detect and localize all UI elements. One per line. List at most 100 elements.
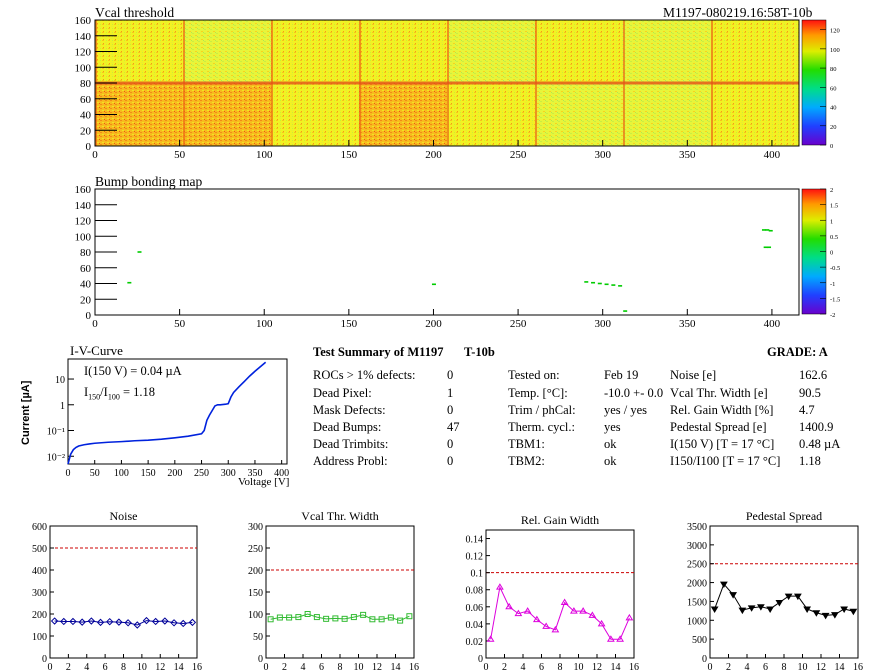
- small-data-point: [360, 611, 367, 618]
- small-x-tick-label: 6: [539, 662, 544, 672]
- iv-y-tick-label: 10⁻²: [47, 452, 65, 463]
- small-y-tick-label: 400: [32, 566, 47, 577]
- small-y-tick-label: 50: [253, 632, 263, 643]
- small-data-point: [821, 612, 830, 620]
- small-data-point: [332, 615, 339, 622]
- vcal-y-tick-label: 160: [75, 15, 92, 27]
- vcal-roc-cell: [447, 20, 535, 83]
- bump-palette-label: -1: [830, 281, 835, 288]
- iv-ylabel: Current [µA]: [20, 380, 32, 445]
- vcal-palette: [801, 19, 827, 146]
- small-data-point: [304, 611, 311, 617]
- vcal-roc-cell: [447, 83, 535, 146]
- small-x-tick-label: 4: [521, 662, 526, 672]
- bump-y-tick-label: 120: [75, 216, 92, 228]
- small-y-tick-label: 2500: [687, 560, 707, 571]
- vcal-y-tick-label: 100: [75, 62, 92, 74]
- small-x-tick-label: 14: [611, 662, 621, 672]
- vcal-threshold-map: 0 50 100 150 200 250 300 350 4000204060801001201…: [75, 15, 840, 161]
- small-y-tick-label: 500: [692, 635, 707, 646]
- bump-dead-point: [768, 229, 773, 232]
- summary-label: TBM2:: [508, 454, 545, 468]
- summary-value: yes / yes: [604, 403, 648, 417]
- vcal-palette-label: 60: [830, 85, 837, 92]
- summary-label: Mask Defects:: [313, 403, 386, 417]
- iv-x-tick-label: 0: [66, 468, 71, 479]
- small-plot-frame: [265, 525, 415, 659]
- vcal-x-tick-label: 50: [174, 149, 186, 161]
- small-data-point: [124, 619, 132, 627]
- vcal-x-tick-label: 150: [341, 149, 358, 161]
- small-data-point: [295, 614, 302, 621]
- summary-value: yes: [604, 420, 621, 434]
- small-data-point: [588, 611, 597, 618]
- summary-value: 0.48 µA: [799, 437, 841, 451]
- bump-palette-label: 0.5: [830, 234, 838, 241]
- vcal-roc-cell: [359, 83, 447, 146]
- small-x-tick-label: 8: [782, 662, 787, 672]
- summary-value: 1400.9: [799, 420, 834, 434]
- small-y-tick-label: 500: [32, 544, 47, 555]
- small-x-tick-label: 16: [192, 662, 202, 672]
- small-y-tick-label: 250: [248, 544, 263, 555]
- small-data-point: [170, 619, 178, 627]
- small-data-point: [532, 615, 541, 623]
- small-plot-frame: [709, 525, 859, 659]
- bump-x-tick-label: 200: [425, 318, 442, 330]
- vcal-roc-cell: [535, 20, 623, 83]
- small-data-point: [133, 621, 141, 629]
- summary-value: 0: [447, 368, 454, 382]
- small-y-tick-label: 0: [42, 654, 47, 665]
- small-data-point: [812, 610, 821, 617]
- summary-label: Vcal Thr. Width [e]: [670, 386, 768, 400]
- iv-y-tick-label: 10⁻¹: [47, 427, 65, 438]
- small-data-point: [569, 607, 578, 614]
- small-data-point: [542, 622, 551, 629]
- summary-label: Temp. [°C]:: [508, 386, 568, 400]
- vcal-palette-label: 40: [830, 105, 837, 112]
- small-x-tick-label: 8: [558, 662, 563, 672]
- summary-value: Feb 19: [604, 368, 639, 382]
- vcal-palette-label: 80: [830, 66, 837, 73]
- small-data-point: [50, 617, 59, 625]
- summary-grade: GRADE: A: [767, 345, 828, 359]
- small-y-tick-label: 0: [702, 654, 707, 665]
- small-y-tick-label: 150: [248, 588, 263, 599]
- small-x-tick-label: 4: [745, 662, 750, 672]
- bump-dead-point: [763, 246, 768, 249]
- bump-y-tick-label: 0: [86, 310, 92, 322]
- small-x-tick-label: 6: [319, 662, 324, 672]
- iv-y-tick-label: 10: [55, 375, 65, 386]
- small-data-point: [486, 635, 495, 642]
- vcal-roc-cell: [623, 20, 711, 83]
- vcal-y-tick-label: 20: [80, 125, 92, 137]
- summary-label: Tested on:: [508, 368, 560, 382]
- small-data-point: [313, 614, 320, 621]
- iv-y-tick-label: 1: [60, 401, 65, 412]
- vcal-y-tick-label: 80: [80, 78, 92, 90]
- small-x-tick-label: 14: [391, 662, 401, 672]
- summary-value: ok: [604, 454, 617, 468]
- iv-x-tick-label: 400: [274, 468, 289, 479]
- small-data-point: [161, 617, 169, 625]
- bump-dead-point: [604, 283, 609, 286]
- vcal-roc-cell: [535, 83, 623, 146]
- small-data-point: [286, 614, 293, 621]
- bump-dead-point: [765, 229, 770, 231]
- small-x-tick-label: 16: [629, 662, 639, 672]
- small-x-tick-label: 10: [574, 662, 584, 672]
- summary-label: Address Probl:: [313, 454, 388, 468]
- bump-dead-point: [597, 282, 602, 285]
- small-series-line: [54, 620, 193, 626]
- module-label: M1197-080219.16:58T-10b: [663, 5, 813, 20]
- summary-label: Pedestal Spread [e]: [670, 420, 767, 434]
- small-x-tick-label: 4: [84, 662, 89, 672]
- small-y-tick-label: 0.06: [466, 603, 484, 614]
- small-x-tick-label: 2: [726, 662, 731, 672]
- small-data-point: [729, 592, 738, 599]
- small-data-point: [78, 618, 86, 626]
- small-plot-title: Pedestal Spread: [745, 509, 823, 523]
- small-plot-2: 0 2 4 6 8 10 12 14 16 0 0.02 0.04 0.06 0.08 0.1 0.12 0.1…: [466, 529, 639, 672]
- vcal-roc-cell: [711, 83, 799, 146]
- bump-x-tick-label: 50: [174, 318, 186, 330]
